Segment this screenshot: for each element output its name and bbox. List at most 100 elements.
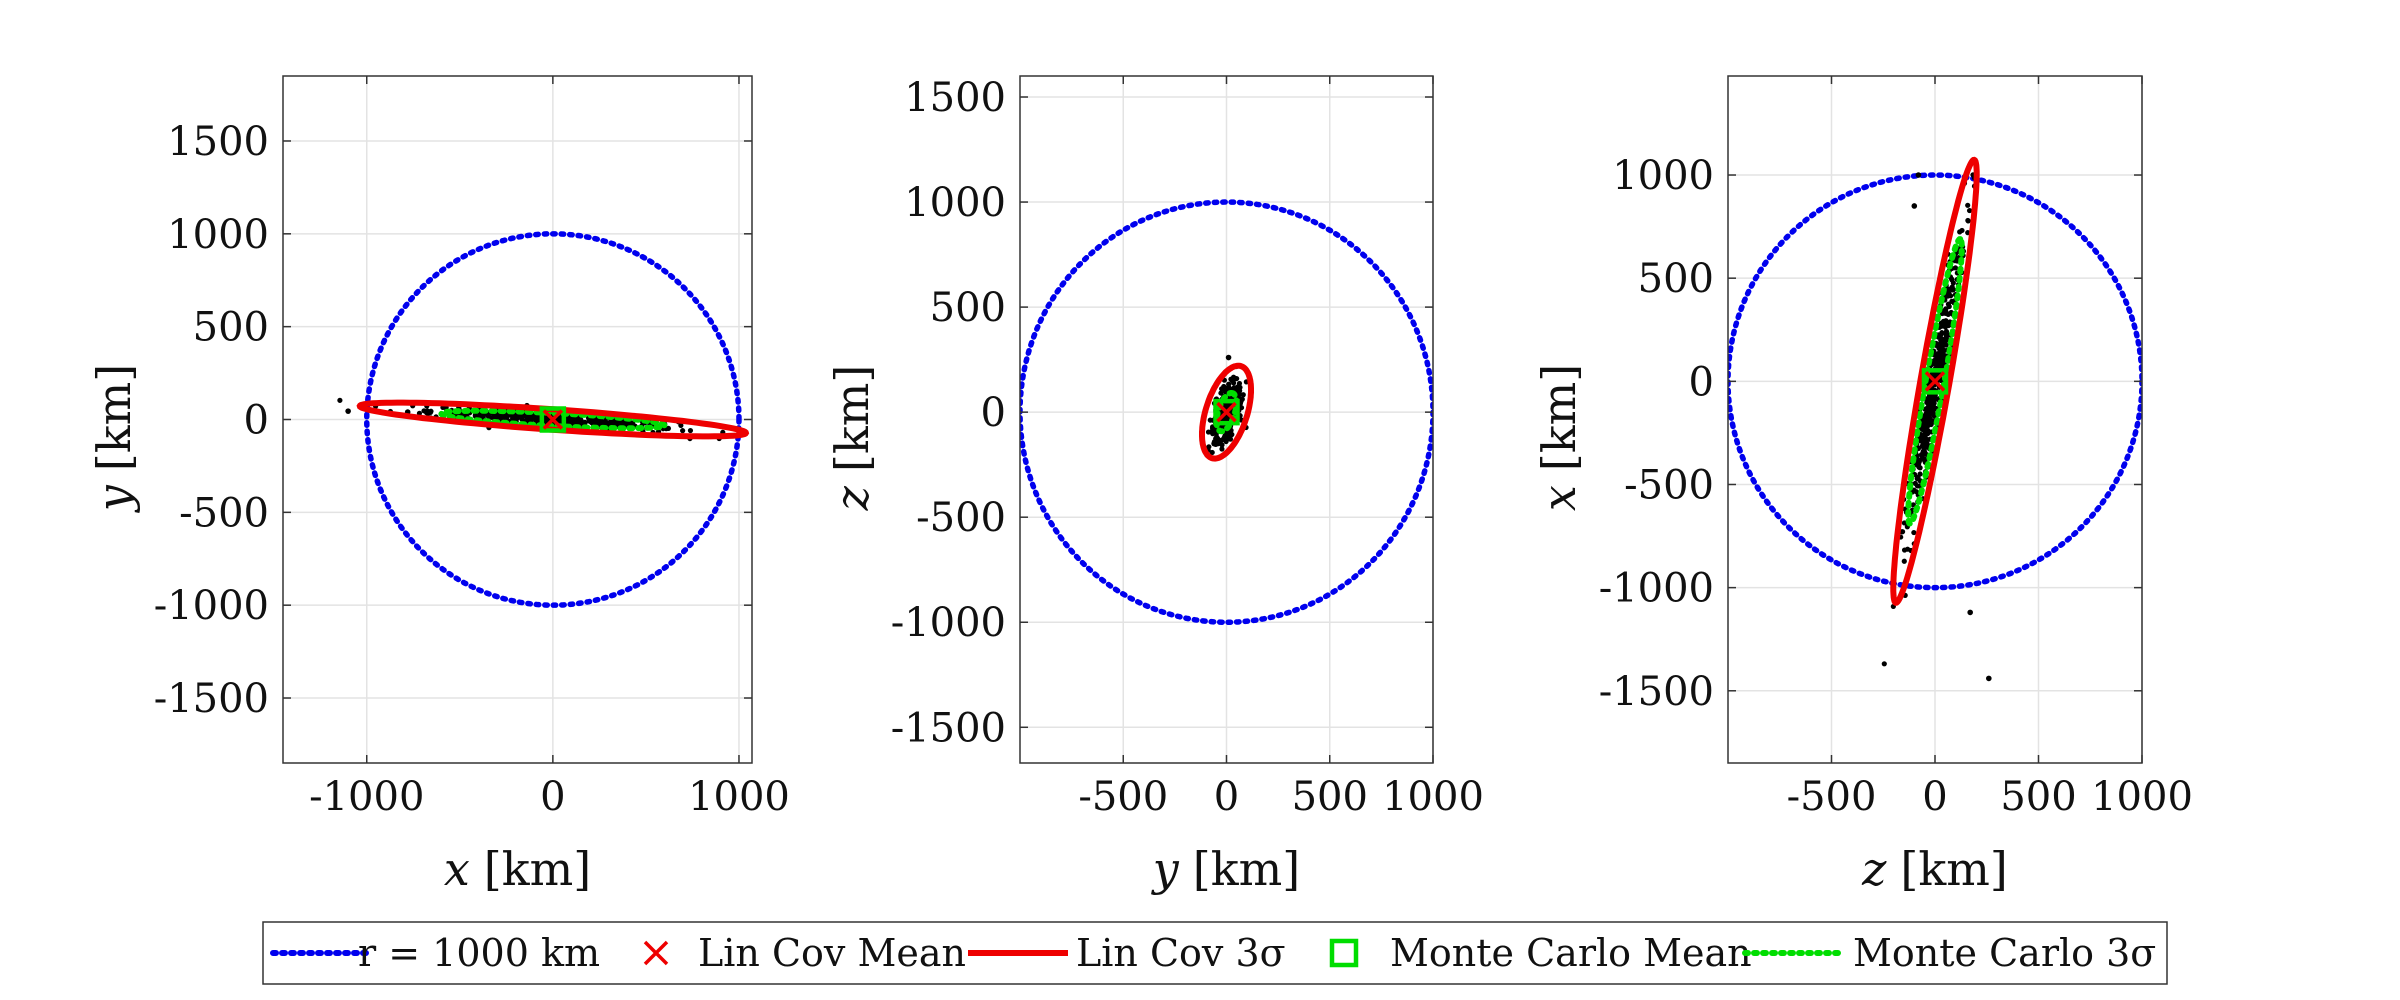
sample-point xyxy=(619,420,625,427)
y-tick-label: 0 xyxy=(1689,359,1714,405)
sample-point xyxy=(1919,453,1925,460)
sample-point xyxy=(687,427,694,434)
legend-label-4: Monte Carlo Mean xyxy=(1390,931,1752,975)
x-tick-label: 500 xyxy=(2000,774,2076,820)
sample-point xyxy=(1881,661,1887,667)
x-tick-label: 0 xyxy=(540,774,565,820)
sample-point xyxy=(1211,440,1217,447)
lincov-mean-marker xyxy=(1924,371,1946,392)
y-tick-label: -1500 xyxy=(1599,669,1714,715)
sample-point xyxy=(1967,609,1973,616)
sample-point xyxy=(1913,489,1919,495)
x-axis-symbol: y xyxy=(1151,842,1180,896)
x-axis-unit: [km] xyxy=(1900,842,2007,896)
sample-point xyxy=(337,397,343,403)
sample-point xyxy=(510,416,516,422)
y-axis-label: x [km] xyxy=(1532,364,1586,511)
sample-point xyxy=(1228,376,1234,382)
sample-point xyxy=(1917,471,1923,477)
sample-point xyxy=(1927,400,1933,406)
y-tick-label: 1500 xyxy=(904,75,1006,121)
sample-point xyxy=(1926,410,1932,416)
y-tick-label: -500 xyxy=(1624,462,1714,508)
y-tick-label: -1000 xyxy=(154,583,269,629)
y-tick-label: 1000 xyxy=(167,212,269,258)
sample-point xyxy=(1911,529,1917,536)
y-tick-label: -1500 xyxy=(154,676,269,722)
mc-3sigma-ellipse xyxy=(437,407,668,432)
radius-circle xyxy=(1728,172,2142,591)
sample-point xyxy=(1225,354,1232,361)
mc-mean-marker xyxy=(539,406,567,433)
y-axis-unit: [km] xyxy=(87,364,141,471)
sample-point xyxy=(1901,558,1907,564)
plot-content xyxy=(1020,199,1433,625)
sample-point xyxy=(1232,375,1238,382)
sample-point xyxy=(1948,276,1955,282)
sample-point xyxy=(1945,301,1951,307)
sample-point xyxy=(1922,428,1928,434)
sample-point xyxy=(1935,342,1941,348)
sample-point xyxy=(1921,441,1928,448)
sample-point xyxy=(570,417,576,424)
sample-point xyxy=(1205,429,1212,435)
x-tick-label: 1000 xyxy=(1382,774,1484,820)
sample-point xyxy=(1943,336,1950,342)
legend-label-5: Monte Carlo 3σ xyxy=(1853,931,2156,975)
lincov-3sigma-ellipse xyxy=(1890,156,1980,607)
sample-point xyxy=(1911,203,1918,209)
y-tick-label: -1000 xyxy=(1599,566,1714,612)
sample-point xyxy=(345,408,351,414)
sample-point xyxy=(1940,339,1947,345)
sample-point xyxy=(680,428,686,434)
y-tick-label: 0 xyxy=(244,398,269,444)
x-tick-label: 1000 xyxy=(688,774,790,820)
x-tick-label: 0 xyxy=(1922,774,1947,820)
sample-point xyxy=(528,416,534,423)
sample-point xyxy=(1941,320,1947,326)
sample-point xyxy=(1966,207,1973,214)
y-tick-label: 500 xyxy=(193,305,269,351)
sample-point xyxy=(1946,290,1952,297)
x-axis-unit: [km] xyxy=(484,842,591,896)
y-axis-symbol: x xyxy=(1532,485,1586,511)
lincov-mean-marker xyxy=(542,409,564,430)
panel-1: -1000 0 1000 -1500 -1000 -500 0 500 1000 1500 x [km… xyxy=(87,75,790,896)
y-tick-label: -1500 xyxy=(891,705,1006,751)
sample-point xyxy=(421,408,427,414)
sample-point xyxy=(1949,298,1955,304)
x-tick-label: 0 xyxy=(1214,774,1239,820)
x-axis-symbol: z xyxy=(1861,842,1887,896)
y-axis-label: y [km] xyxy=(87,364,141,513)
x-tick-label: 500 xyxy=(1292,774,1368,820)
legend: r = 1000 km Lin Cov Mean Lin Cov 3σ Monte C… xyxy=(262,921,2168,985)
legend-label-2: Lin Cov Mean xyxy=(698,931,966,975)
sample-point xyxy=(1945,321,1952,327)
y-axis-symbol: z xyxy=(825,485,879,511)
plot-content xyxy=(337,231,750,608)
sample-point xyxy=(1920,433,1926,440)
sample-point xyxy=(1949,287,1956,293)
y-tick-label: -1000 xyxy=(891,600,1006,646)
y-tick-label: 0 xyxy=(981,390,1006,436)
sample-point xyxy=(1939,330,1945,336)
sample-point xyxy=(1231,380,1237,386)
legend-box xyxy=(262,921,2168,985)
sample-point xyxy=(1912,480,1918,487)
sample-point xyxy=(1943,310,1949,316)
sample-point xyxy=(582,419,588,425)
sample-point xyxy=(578,417,584,423)
y-axis-unit: [km] xyxy=(825,365,879,472)
legend-symbol-4 xyxy=(1329,938,1359,968)
lincov-3sigma-ellipse xyxy=(356,399,750,440)
sample-point xyxy=(1928,417,1934,423)
lincov-mean-marker xyxy=(1216,401,1237,423)
legend-label-3: Lin Cov 3σ xyxy=(1076,931,1286,975)
y-axis-symbol: y xyxy=(87,484,141,513)
legend-label-1: r = 1000 km xyxy=(358,931,600,975)
sample-point xyxy=(1928,421,1934,428)
sample-point xyxy=(1957,229,1963,235)
sample-point xyxy=(495,413,501,419)
y-tick-label: 1000 xyxy=(1612,153,1714,199)
